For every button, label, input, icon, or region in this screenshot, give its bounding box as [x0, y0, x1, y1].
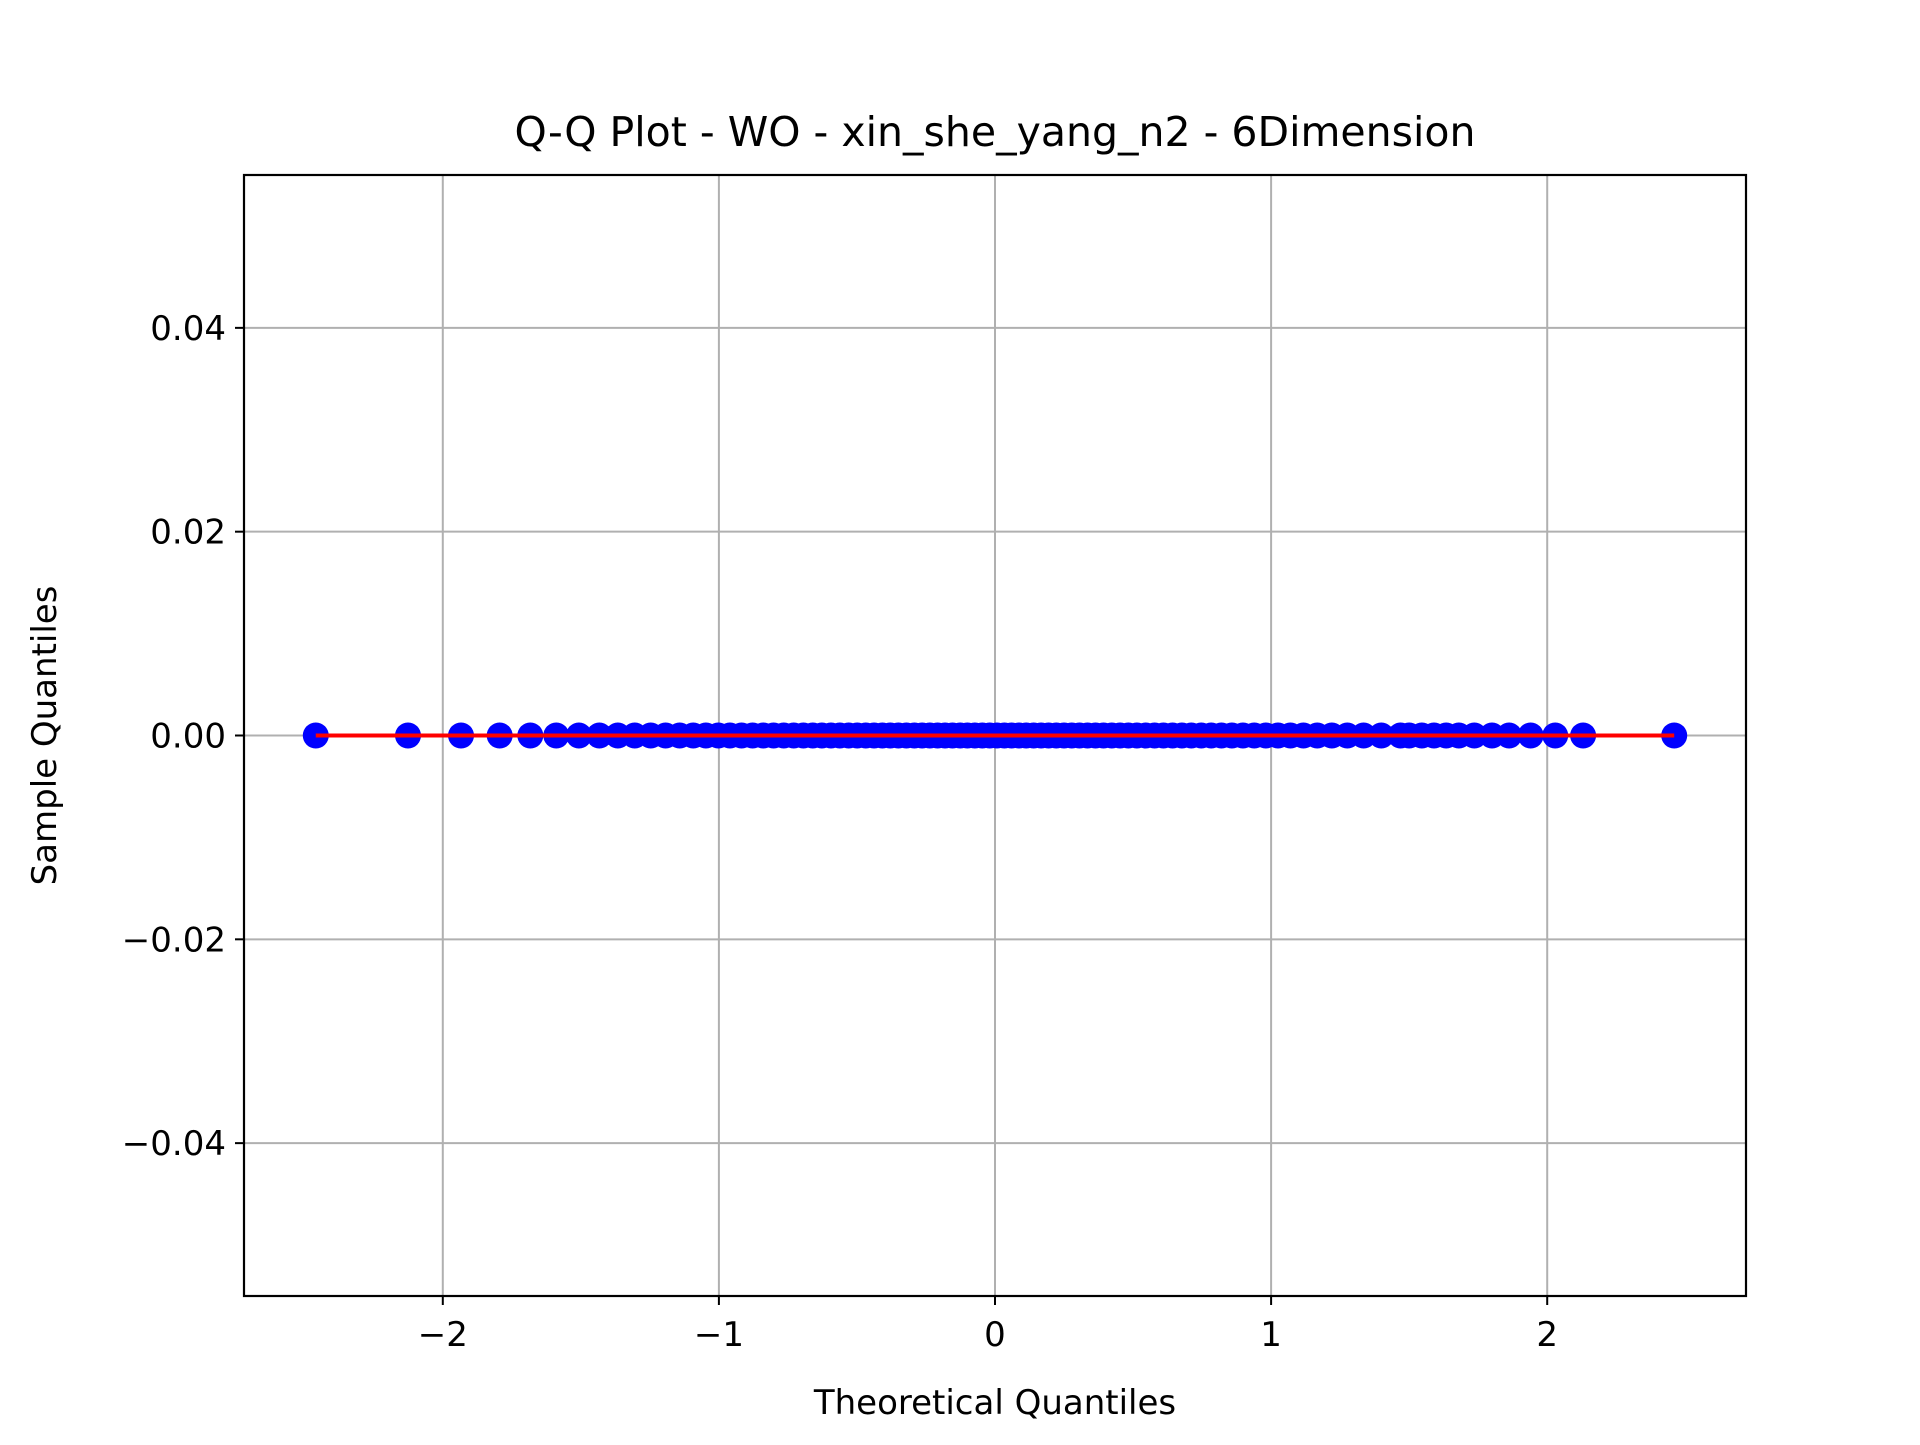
- x-tick-label: −1: [694, 1315, 744, 1355]
- y-tick-label: 0.00: [150, 717, 226, 757]
- y-tick-label: 0.04: [150, 309, 226, 349]
- x-tick-label: 0: [984, 1315, 1006, 1355]
- y-axis-label: Sample Quantiles: [25, 586, 65, 886]
- y-tick-label: 0.02: [150, 513, 226, 553]
- x-tick-label: 1: [1260, 1315, 1282, 1355]
- y-tick-label: −0.04: [122, 1124, 226, 1164]
- ticks-layer: −2 −1 0 1 2 −0.04 −0.02 0.00 0.02 0.04: [122, 309, 1558, 1355]
- data-layer: [302, 722, 1688, 749]
- x-axis-label: Theoretical Quantiles: [813, 1383, 1176, 1423]
- x-tick-label: −2: [418, 1315, 468, 1355]
- chart-title: Q-Q Plot - WO - xin_she_yang_n2 - 6Dimen…: [515, 108, 1476, 156]
- y-tick-label: −0.02: [122, 920, 226, 960]
- x-tick-label: 2: [1536, 1315, 1558, 1355]
